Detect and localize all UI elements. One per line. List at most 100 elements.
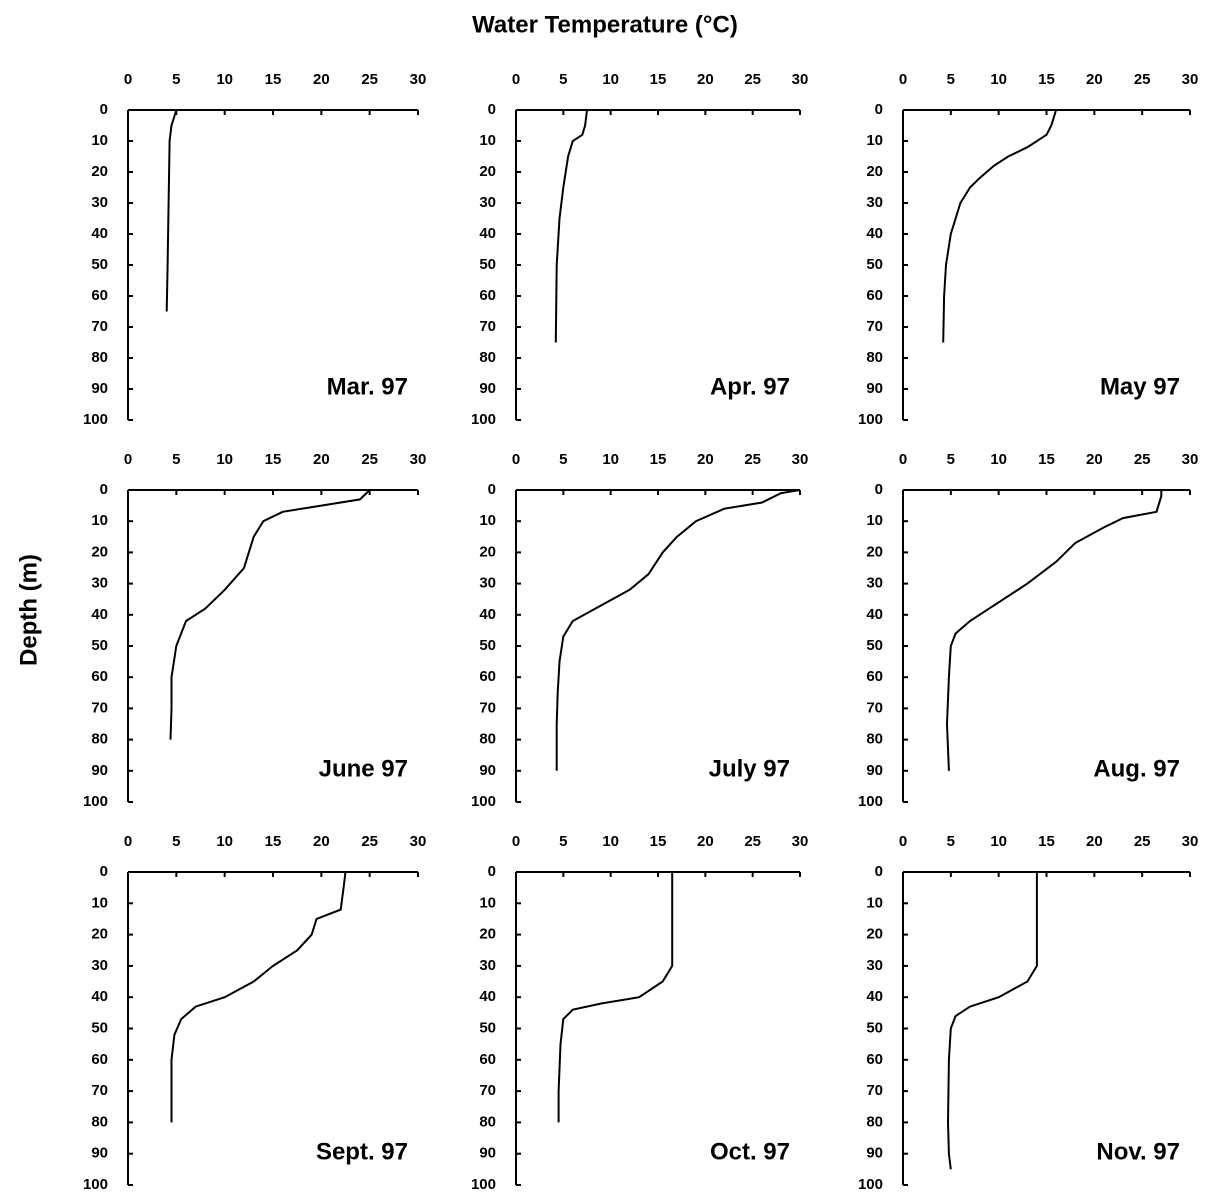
y-tick-label: 80 [91, 731, 108, 748]
y-tick-label: 80 [479, 349, 496, 366]
x-tick-label: 0 [124, 71, 132, 88]
x-tick-label: 30 [1182, 71, 1199, 88]
y-tick-label: 20 [866, 543, 883, 560]
y-tick-label: 30 [866, 575, 883, 592]
panel-title: Oct. 97 [710, 1138, 790, 1165]
x-tick-label: 10 [990, 71, 1007, 88]
x-tick-label: 30 [410, 833, 427, 850]
x-tick-label: 5 [172, 451, 180, 468]
y-tick-label: 20 [866, 926, 883, 943]
x-tick-label: 0 [899, 451, 907, 468]
x-tick-label: 20 [697, 451, 714, 468]
y-tick-label: 30 [866, 194, 883, 211]
x-tick-label: 5 [559, 71, 567, 88]
x-tick-label: 10 [602, 451, 619, 468]
y-tick-label: 30 [479, 575, 496, 592]
y-tick-label: 90 [479, 1145, 496, 1162]
profile-line [946, 872, 1038, 1170]
y-tick-label: 0 [488, 481, 496, 498]
x-tick-label: 0 [124, 451, 132, 468]
y-tick-label: 50 [91, 637, 108, 654]
y-tick-label: 90 [91, 380, 108, 397]
x-tick-label: 30 [410, 451, 427, 468]
y-tick-label: 30 [91, 575, 108, 592]
y-tick-label: 70 [479, 318, 496, 335]
y-tick-label: 40 [479, 988, 496, 1005]
y-tick-label: 50 [479, 256, 496, 273]
x-tick-label: 10 [216, 71, 233, 88]
y-tick-label: 100 [471, 411, 496, 428]
y-tick-label: 100 [83, 411, 108, 428]
x-tick-label: 25 [744, 451, 761, 468]
y-tick-label: 20 [91, 543, 108, 560]
profile-line [165, 109, 178, 312]
x-tick-label: 30 [1182, 833, 1199, 850]
y-tick-label: 20 [479, 163, 496, 180]
x-tick-label: 15 [1038, 833, 1055, 850]
panel-title: July 97 [709, 755, 790, 782]
y-tick-label: 0 [875, 863, 883, 880]
x-tick-label: 30 [1182, 451, 1199, 468]
x-tick-label: 30 [792, 451, 809, 468]
x-tick-label: 15 [650, 71, 667, 88]
y-tick-label: 0 [100, 481, 108, 498]
x-tick-label: 15 [265, 451, 282, 468]
y-tick-label: 30 [479, 957, 496, 974]
y-tick-label: 40 [479, 225, 496, 242]
x-tick-label: 5 [947, 451, 955, 468]
y-tick-label: 100 [83, 1176, 108, 1193]
y-tick-label: 70 [866, 318, 883, 335]
y-tick-label: 50 [479, 1019, 496, 1036]
y-tick-label: 0 [100, 863, 108, 880]
y-tick-label: 50 [91, 256, 108, 273]
y-tick-label: 10 [91, 894, 108, 911]
x-tick-label: 20 [1086, 71, 1103, 88]
x-tick-label: 0 [899, 71, 907, 88]
profile-line [945, 490, 1163, 771]
profile-line [554, 109, 588, 343]
panel-title: Nov. 97 [1096, 1138, 1180, 1165]
x-tick-label: 20 [313, 71, 330, 88]
y-tick-label: 20 [479, 543, 496, 560]
y-tick-label: 20 [91, 926, 108, 943]
y-tick-label: 10 [479, 894, 496, 911]
panel-title: Sept. 97 [316, 1138, 408, 1165]
y-tick-label: 10 [479, 132, 496, 149]
y-tick-label: 90 [866, 762, 883, 779]
x-tick-label: 25 [1134, 71, 1151, 88]
x-tick-label: 5 [947, 833, 955, 850]
y-tick-label: 10 [866, 894, 883, 911]
y-tick-label: 50 [866, 256, 883, 273]
y-tick-label: 50 [91, 1019, 108, 1036]
x-tick-label: 10 [216, 833, 233, 850]
x-tick-label: 0 [899, 833, 907, 850]
y-tick-label: 0 [488, 863, 496, 880]
x-tick-label: 0 [124, 833, 132, 850]
y-tick-label: 70 [479, 1082, 496, 1099]
x-tick-label: 25 [1134, 833, 1151, 850]
y-tick-label: 50 [866, 637, 883, 654]
x-tick-label: 20 [313, 833, 330, 850]
x-tick-label: 10 [602, 71, 619, 88]
y-tick-label: 10 [91, 132, 108, 149]
y-tick-label: 30 [91, 194, 108, 211]
y-tick-label: 80 [91, 349, 108, 366]
y-tick-label: 10 [866, 132, 883, 149]
y-tick-label: 0 [875, 481, 883, 498]
y-tick-label: 80 [866, 731, 883, 748]
x-tick-label: 25 [744, 833, 761, 850]
y-tick-label: 80 [866, 349, 883, 366]
y-tick-label: 70 [866, 699, 883, 716]
x-tick-label: 0 [512, 833, 520, 850]
profile-line [555, 489, 801, 771]
y-tick-label: 0 [100, 101, 108, 118]
x-tick-label: 25 [361, 71, 378, 88]
y-tick-label: 60 [91, 668, 108, 685]
y-tick-label: 0 [875, 101, 883, 118]
y-tick-label: 40 [91, 225, 108, 242]
y-tick-label: 60 [479, 1051, 496, 1068]
y-tick-label: 60 [91, 1051, 108, 1068]
y-tick-label: 70 [91, 1082, 108, 1099]
y-tick-label: 30 [91, 957, 108, 974]
